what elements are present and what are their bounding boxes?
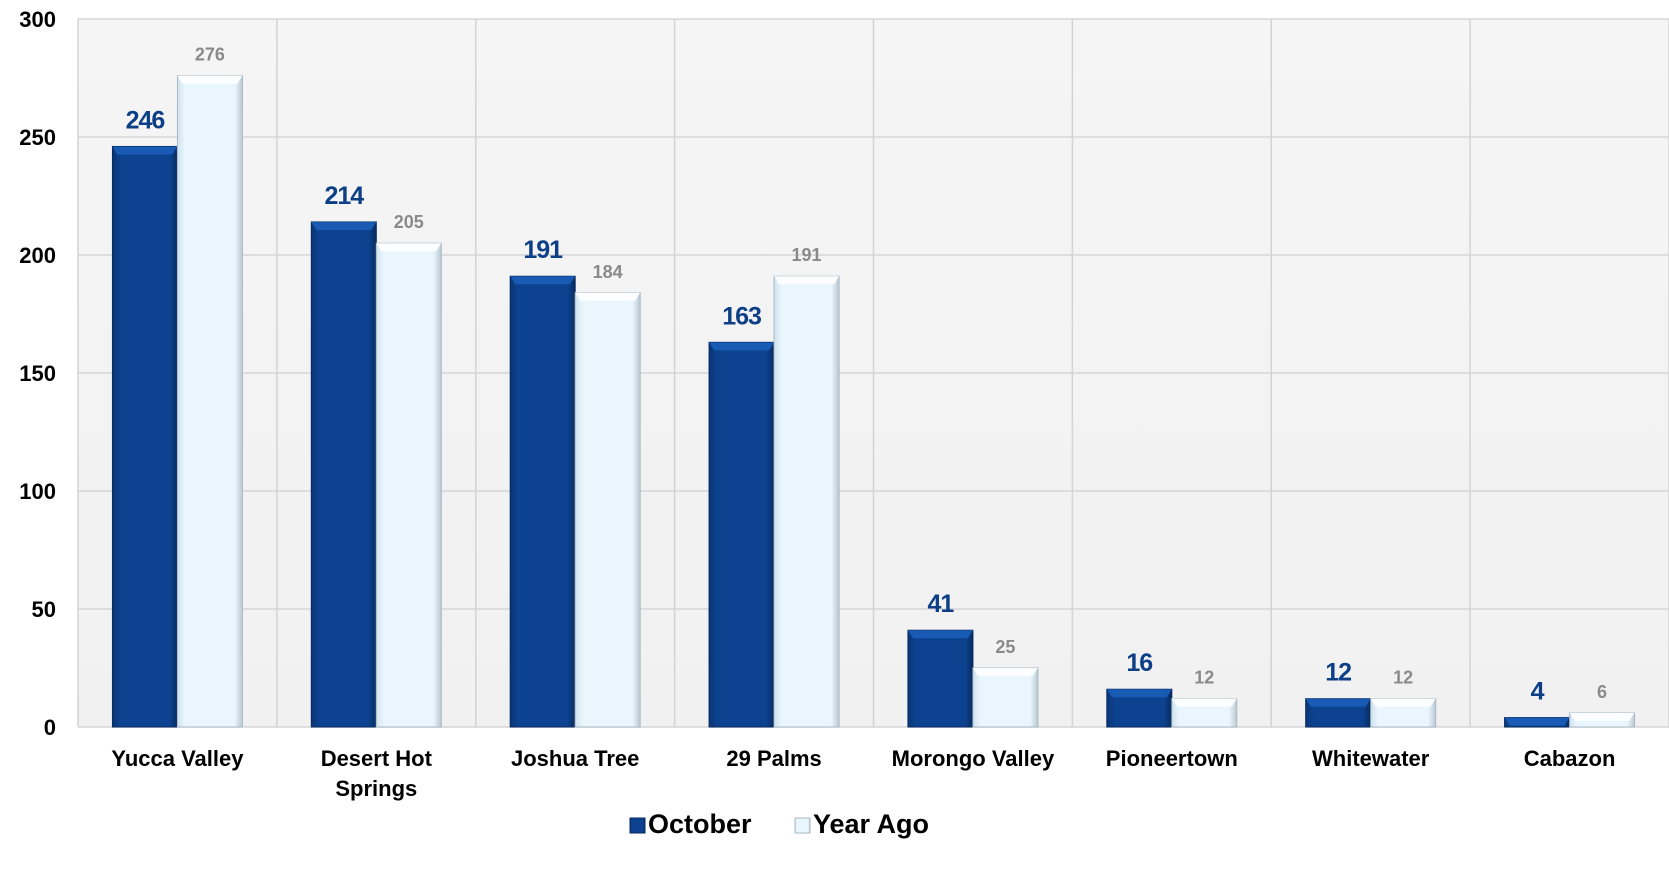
bar-october [907,629,974,728]
x-tick-label: 29 Palms [726,746,821,771]
bar-october [111,145,178,728]
bar-year-ago [1370,698,1437,728]
x-tick-label: Morongo Valley [892,746,1055,771]
data-label-october: 214 [324,182,364,210]
bar-year-ago-body [773,275,840,728]
legend-label: October [648,809,752,839]
bar-year-ago [1171,698,1238,728]
legend-swatch [794,817,811,834]
bar-october [1504,717,1571,728]
data-label-year-ago: 191 [792,245,822,265]
x-tick-label: Whitewater [1312,746,1430,771]
bar-october [1106,688,1173,728]
bar-bevel [774,276,840,285]
bar-bevel [112,146,178,155]
data-label-year-ago: 12 [1194,668,1214,688]
bar-year-ago [176,75,243,728]
data-label-october: 246 [126,106,165,134]
bar-october [310,221,377,728]
legend-swatch [629,817,646,834]
legend-item-year-ago: Year Ago [794,809,929,839]
bar-year-ago [972,667,1039,728]
y-tick-label: 50 [32,597,56,622]
bar-bevel [1171,698,1237,707]
bar-year-ago-body [972,667,1039,728]
legend: October Year Ago [629,809,929,839]
bar-october-body [310,221,377,728]
bar-october [1305,698,1372,728]
x-tick-label: Springs [335,776,417,801]
bar-bevel [1370,698,1436,707]
bar-october [708,341,775,728]
data-labels: 246 276 214 205 191 184 163 191 41 25 16 12 12 12 4 6 [126,45,1607,706]
bar-year-ago [1569,712,1636,728]
data-label-year-ago: 205 [394,212,424,232]
data-label-year-ago: 6 [1597,682,1607,702]
bars [111,75,1636,728]
data-label-year-ago: 25 [995,637,1015,657]
bar-october [509,275,576,728]
data-label-year-ago: 276 [195,45,225,65]
bar-october-body [708,341,775,728]
bar-bevel [1569,712,1635,721]
x-tick-label: Cabazon [1524,746,1616,771]
bar-october-body [509,275,576,728]
bar-bevel [376,243,442,252]
bar-bevel [1305,698,1371,707]
bar-october-body [111,145,178,728]
data-label-year-ago: 12 [1393,668,1413,688]
y-tick-label: 150 [19,361,56,386]
bar-bevel [972,668,1038,676]
y-tick-label: 300 [19,7,56,32]
y-tick-label: 100 [19,479,56,504]
bar-year-ago [375,242,442,728]
bar-year-ago [773,275,840,728]
bar-october-body [907,629,974,728]
bar-year-ago-body [574,292,641,728]
legend-item-october: October [629,809,752,839]
bar-year-ago [574,292,641,728]
bar-bevel [575,292,641,301]
bar-bevel [177,75,243,84]
data-label-october: 41 [928,590,955,618]
bar-bevel [1106,689,1172,698]
bar-year-ago-body [176,75,243,728]
data-label-october: 12 [1325,659,1351,687]
x-tick-label: Joshua Tree [511,746,639,771]
x-tick-label: Pioneertown [1106,746,1238,771]
data-label-year-ago: 184 [593,262,623,282]
bar-bevel [907,630,973,639]
bar-year-ago-body [375,242,442,728]
data-label-october: 16 [1126,649,1152,677]
bar-bevel [311,221,377,230]
bar-bevel [709,342,775,351]
bar-bevel [510,276,576,285]
legend-label: Year Ago [813,809,929,839]
y-tick-label: 200 [19,243,56,268]
data-label-october: 4 [1531,678,1545,706]
axes: 0 50 100 150 200 250 300 Yucca Valley Desert Hot… [19,7,1615,801]
y-tick-label: 250 [19,125,56,150]
bar-bevel [1504,717,1570,726]
data-label-october: 163 [722,302,761,330]
data-label-october: 191 [523,236,563,264]
x-tick-label: Yucca Valley [111,746,244,771]
x-tick-label: Desert Hot [321,746,433,771]
y-tick-label: 0 [44,715,56,740]
